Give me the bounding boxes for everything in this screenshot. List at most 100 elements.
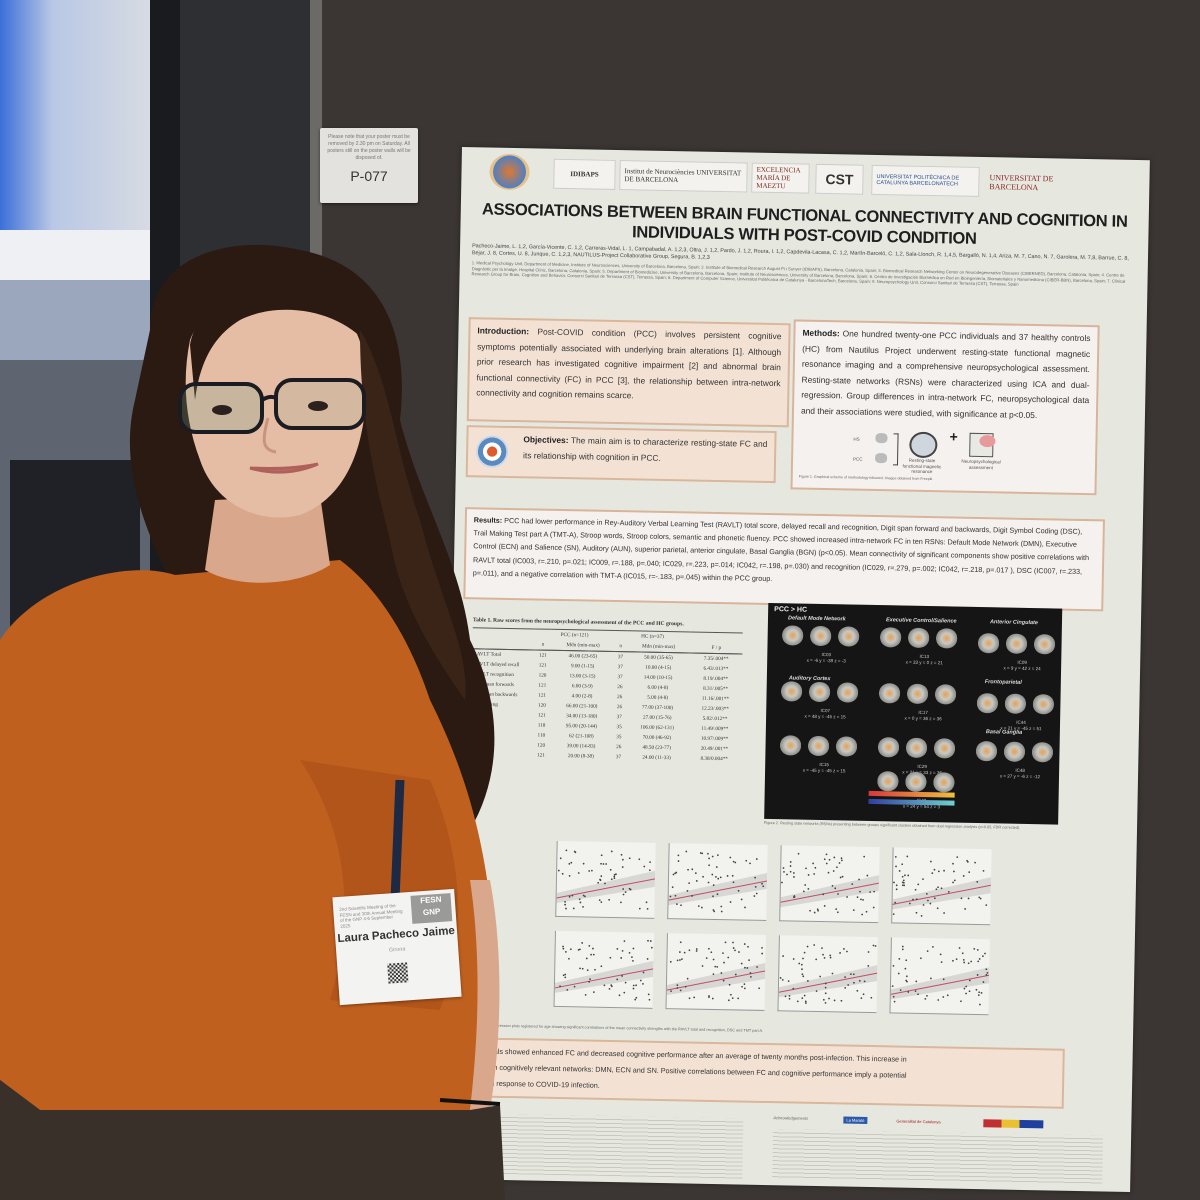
scatter-point [807, 874, 810, 876]
scatter-point [801, 997, 804, 1000]
scatter-point [968, 871, 971, 874]
scatter-point [829, 954, 832, 957]
scatter-point [585, 957, 588, 960]
scatter-point [974, 861, 976, 864]
scatter-point [836, 866, 838, 869]
scatter-point [584, 895, 586, 898]
scatter-point [588, 980, 591, 983]
scatter-point [598, 899, 601, 901]
scatter-plot [891, 847, 992, 926]
scatter-point [920, 914, 923, 917]
scatter-point [741, 985, 743, 988]
scatter-point [628, 857, 631, 860]
scatter-point [586, 969, 589, 972]
scatter-point [621, 866, 624, 868]
scatter-point [904, 967, 907, 970]
scatter-point [824, 1001, 827, 1004]
scatter-point [600, 875, 603, 878]
scatter-point [720, 972, 723, 974]
scatter-point [564, 973, 567, 976]
scatter-point [579, 901, 582, 904]
scatter-point [708, 996, 710, 999]
research-poster: IDIBAPS Institut de Neurociències UNIVER… [442, 147, 1150, 1193]
scatter-point [863, 980, 866, 983]
scatter-point [901, 881, 904, 884]
scatter-point [781, 978, 784, 981]
qr-code [387, 962, 409, 984]
scatter-point [788, 997, 791, 1000]
scatter-point [711, 855, 714, 858]
scatter-point [632, 984, 635, 987]
scatter-point [678, 951, 681, 953]
scatter-point [608, 987, 611, 990]
right-eye [308, 401, 328, 411]
scatter-point [564, 900, 566, 903]
scatter-point [762, 885, 765, 888]
scatter-point [822, 893, 825, 896]
scatter-point [620, 901, 622, 904]
scatter-point [738, 951, 740, 953]
scatter-point [750, 975, 752, 978]
scatter-point [697, 905, 700, 908]
scatter-point [590, 953, 593, 956]
scatter-point [701, 852, 704, 855]
scatter-point [747, 945, 749, 948]
scatter-point [684, 985, 687, 988]
scatter-point [968, 990, 971, 993]
scatter-point [860, 898, 862, 901]
scatter-point [761, 882, 763, 885]
scatter-point [908, 902, 911, 905]
scatter-point [976, 974, 979, 976]
scatter-plot [889, 937, 990, 1016]
scatter-point [823, 858, 826, 861]
scatter-point [894, 855, 897, 858]
scatter-point [840, 857, 843, 860]
scatter-point [588, 944, 591, 947]
mouth [249, 462, 319, 474]
scatter-point [926, 994, 928, 997]
scatter-point [605, 863, 608, 865]
scatter-point [912, 898, 914, 901]
scatter-point [624, 891, 627, 894]
scatter-point [856, 896, 859, 899]
scatter-point [579, 948, 581, 951]
scatter-point [863, 855, 866, 858]
scatter-point [582, 894, 585, 897]
scatter-point [649, 861, 651, 863]
scatter-point [589, 978, 592, 981]
scatter-point [712, 909, 715, 911]
scatter-point [834, 887, 837, 890]
scatter-point [956, 856, 959, 859]
scatter-point [793, 876, 795, 878]
scatter-point [754, 876, 756, 879]
scatter-point [632, 960, 634, 962]
scatter-point [797, 852, 800, 855]
scatter-point [734, 973, 737, 976]
scatter-point [984, 952, 986, 955]
scatter-point [613, 875, 616, 878]
lanyard [390, 779, 405, 901]
scatter-point [732, 860, 735, 863]
scatter-point [600, 854, 603, 857]
scatter-point [806, 980, 809, 982]
scatter-point [755, 892, 758, 895]
scatter-point [978, 958, 981, 960]
scatter-point [856, 989, 859, 992]
scatter-point [976, 880, 979, 883]
scatter-point [781, 881, 783, 884]
scatter-point [683, 951, 686, 954]
neck [205, 495, 330, 583]
bracelet [439, 1098, 501, 1106]
scatter-point [638, 907, 641, 910]
scatter-point [615, 873, 617, 876]
scatter-point [978, 896, 981, 899]
scatter-point [702, 875, 704, 878]
scatter-point [734, 949, 736, 952]
scatter-point [952, 862, 954, 865]
scatter-point [565, 849, 568, 852]
scatter-point [914, 990, 917, 993]
scatter-point [564, 903, 567, 906]
scatter-point [802, 975, 805, 978]
scatter-point [642, 971, 645, 974]
scatter-point [831, 884, 834, 887]
